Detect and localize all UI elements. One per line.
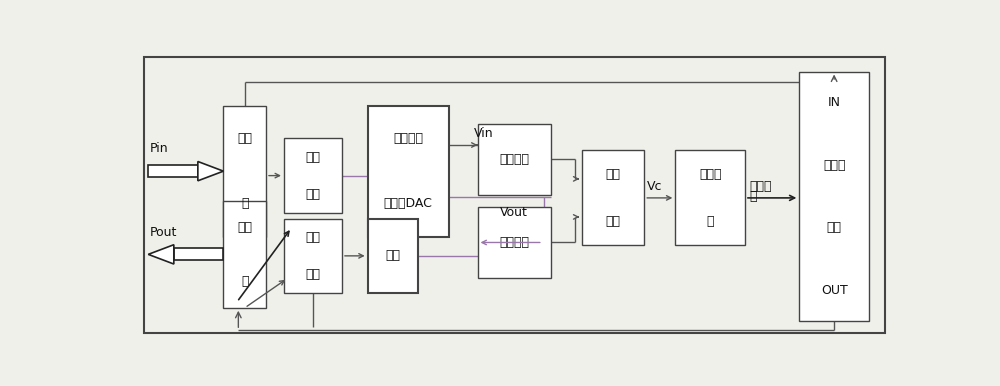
Text: 电路: 电路 <box>606 215 621 228</box>
Bar <box>582 150 644 245</box>
Bar <box>478 207 551 278</box>
Bar <box>368 106 449 237</box>
Text: 光电: 光电 <box>305 151 320 164</box>
Bar <box>799 71 869 321</box>
Text: OUT: OUT <box>821 284 848 296</box>
Bar <box>284 219 342 293</box>
Text: 叠加: 叠加 <box>606 168 621 181</box>
Text: 比例积分: 比例积分 <box>499 236 529 249</box>
Text: 放大: 放大 <box>385 249 400 262</box>
Text: IN: IN <box>828 96 841 109</box>
Bar <box>174 249 223 260</box>
Text: Pout: Pout <box>150 225 177 239</box>
Text: 放大或DAC: 放大或DAC <box>384 197 433 210</box>
Polygon shape <box>198 161 223 181</box>
Text: 泵浦激: 泵浦激 <box>823 159 845 172</box>
Bar <box>368 219 418 293</box>
Text: 光: 光 <box>241 274 248 288</box>
Text: 转换: 转换 <box>305 188 320 201</box>
Text: 程控增益: 程控增益 <box>393 132 423 145</box>
Text: 路: 路 <box>706 215 714 228</box>
Text: 光器: 光器 <box>827 221 842 234</box>
Text: 输入: 输入 <box>237 132 252 145</box>
Text: 比例微分: 比例微分 <box>499 153 529 166</box>
Bar <box>148 165 198 177</box>
Bar <box>223 106 266 237</box>
Text: Vc: Vc <box>647 179 662 193</box>
Bar <box>675 150 745 245</box>
Text: 光电: 光电 <box>305 231 320 244</box>
Bar <box>478 124 551 195</box>
Polygon shape <box>148 245 174 264</box>
Text: 流: 流 <box>749 190 756 203</box>
Text: 驱动电: 驱动电 <box>699 168 721 181</box>
Bar <box>284 139 342 213</box>
Text: 输出: 输出 <box>237 221 252 234</box>
Text: 转换: 转换 <box>305 268 320 281</box>
Text: 驱动电: 驱动电 <box>749 179 771 193</box>
Text: Vin: Vin <box>474 127 493 140</box>
Text: Pin: Pin <box>150 142 168 155</box>
Text: Vout: Vout <box>500 206 528 218</box>
Text: 光: 光 <box>241 197 248 210</box>
Bar <box>223 201 266 308</box>
